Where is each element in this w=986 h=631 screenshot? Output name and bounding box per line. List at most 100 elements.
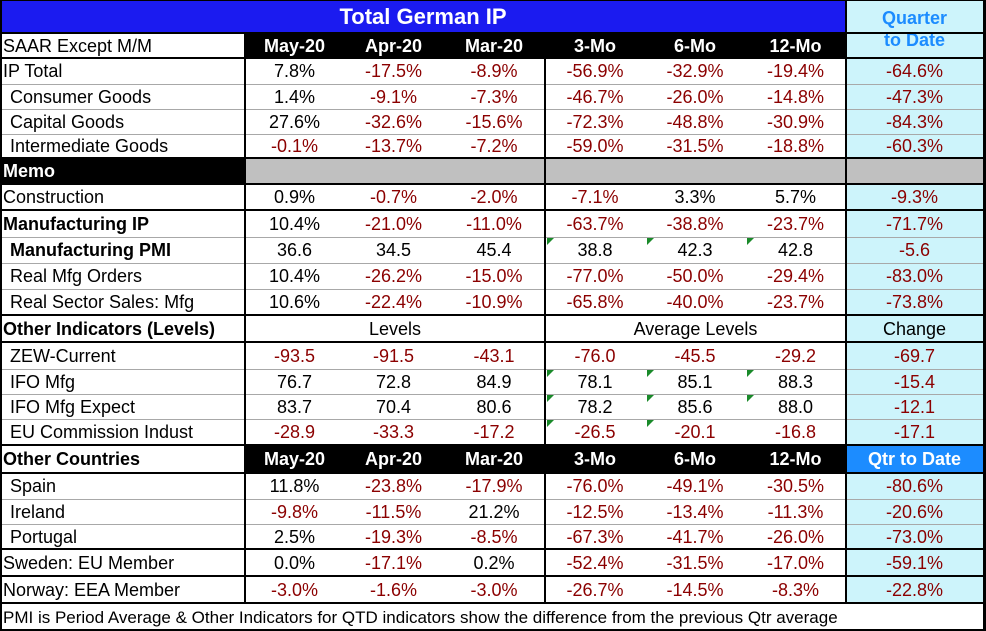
comment-marker bbox=[547, 370, 554, 377]
column-header-text: 12-Mo bbox=[769, 449, 822, 469]
row-label-text: Manufacturing PMI bbox=[10, 240, 171, 260]
value-cell-text: -71.7% bbox=[885, 213, 944, 234]
grid-line bbox=[0, 157, 986, 159]
value-cell: 76.7 bbox=[245, 369, 344, 394]
value-cell: -17.5% bbox=[344, 58, 443, 84]
value-cell-text: -63.7% bbox=[566, 213, 624, 234]
value-cell: -30.9% bbox=[745, 109, 846, 134]
row-label: IFO Mfg Expect bbox=[0, 394, 245, 419]
value-cell: -23.7% bbox=[745, 210, 846, 237]
value-cell-text: -19.3% bbox=[364, 526, 423, 547]
value-cell-text: -17.2 bbox=[473, 422, 515, 442]
value-cell: 36.6 bbox=[245, 237, 344, 263]
row-label: Real Sector Sales: Mfg bbox=[0, 289, 245, 315]
value-cell: -23.7% bbox=[745, 289, 846, 315]
value-cell: -30.5% bbox=[745, 473, 846, 499]
value-cell-text: 88.3 bbox=[777, 371, 814, 392]
column-header: Apr-20 bbox=[344, 33, 443, 58]
value-cell-text: 2.5% bbox=[273, 526, 316, 547]
row-label-text: IFO Mfg Expect bbox=[10, 396, 136, 417]
column-header: Apr-20 bbox=[344, 445, 443, 473]
value-cell-text: -21.0% bbox=[364, 213, 423, 234]
value-cell-text: -67.3% bbox=[566, 526, 624, 547]
value-cell-text: -17.9% bbox=[465, 476, 523, 496]
value-cell-text: -30.9% bbox=[766, 111, 825, 132]
value-cell-text: 85.1 bbox=[677, 371, 713, 392]
value-cell: 83.7 bbox=[245, 394, 344, 419]
row-separator bbox=[0, 237, 983, 238]
value-cell: -13.4% bbox=[645, 499, 745, 524]
value-cell: -17.1 bbox=[846, 419, 983, 445]
value-cell-text: -7.2% bbox=[470, 136, 518, 156]
value-cell: -8.5% bbox=[443, 524, 545, 549]
value-cell: -29.2 bbox=[745, 342, 846, 369]
value-cell-text: -15.0% bbox=[465, 266, 523, 286]
value-cell: -43.1 bbox=[443, 342, 545, 369]
value-cell-text: 42.3 bbox=[677, 240, 713, 260]
value-cell: 34.5 bbox=[344, 237, 443, 263]
qtr-to-date-label-text: Qtr to Date bbox=[867, 449, 961, 469]
comment-marker bbox=[647, 420, 654, 427]
value-cell: -5.6 bbox=[846, 237, 983, 263]
grid-line bbox=[244, 33, 246, 603]
row-separator bbox=[0, 84, 983, 85]
row-label-text: Spain bbox=[10, 476, 57, 496]
row-label: Portugal bbox=[0, 524, 245, 549]
value-cell: -63.7% bbox=[545, 210, 645, 237]
value-cell-text: -80.6% bbox=[885, 476, 944, 496]
value-cell: -22.4% bbox=[344, 289, 443, 315]
value-cell: -9.1% bbox=[344, 84, 443, 109]
value-cell: -13.7% bbox=[344, 134, 443, 158]
memo-fill bbox=[245, 158, 983, 184]
value-cell-text: -28.9 bbox=[273, 422, 316, 442]
value-cell: -46.7% bbox=[545, 84, 645, 109]
value-cell-text: -41.7% bbox=[666, 526, 724, 547]
value-cell: -7.2% bbox=[443, 134, 545, 158]
row-label: Norway: EEA Member bbox=[0, 576, 245, 603]
memo-label-text: Memo bbox=[3, 161, 56, 181]
value-cell-text: -13.4% bbox=[666, 501, 724, 522]
value-cell-text: 85.6 bbox=[677, 396, 713, 417]
value-cell-text: -26.2% bbox=[364, 266, 423, 286]
value-cell-text: -59.1% bbox=[885, 552, 944, 573]
value-cell-text: 10.4% bbox=[268, 213, 321, 234]
row-label-text: ZEW-Current bbox=[10, 345, 116, 366]
value-cell-text: -73.8% bbox=[885, 292, 944, 312]
column-header: 12-Mo bbox=[745, 445, 846, 473]
value-cell-text: 36.6 bbox=[276, 240, 313, 260]
value-cell: -19.4% bbox=[745, 58, 846, 84]
value-cell: -26.7% bbox=[545, 576, 645, 603]
value-cell: 88.0 bbox=[745, 394, 846, 419]
row-separator bbox=[0, 524, 983, 525]
value-cell-text: -13.7% bbox=[364, 136, 423, 156]
row-label-text: IFO Mfg bbox=[10, 371, 76, 392]
value-cell: -23.8% bbox=[344, 473, 443, 499]
value-cell-text: -49.1% bbox=[666, 476, 724, 496]
value-cell-text: -69.7 bbox=[893, 345, 936, 366]
value-cell: 27.6% bbox=[245, 109, 344, 134]
row-label: Manufacturing PMI bbox=[0, 237, 245, 263]
comment-marker bbox=[747, 370, 754, 377]
row-label: Real Mfg Orders bbox=[0, 263, 245, 289]
row-label-text: Sweden: EU Member bbox=[3, 552, 175, 573]
row-label-text: Construction bbox=[3, 187, 105, 207]
value-cell-text: 3.3% bbox=[674, 187, 716, 207]
value-cell-text: -83.0% bbox=[885, 266, 944, 286]
column-header: Mar-20 bbox=[443, 33, 545, 58]
row-separator bbox=[0, 419, 983, 420]
table-title-text: Total German IP bbox=[339, 3, 507, 29]
row-label-text: Intermediate Goods bbox=[10, 136, 169, 156]
value-cell-text: 78.1 bbox=[577, 371, 613, 392]
row-label: Capital Goods bbox=[0, 109, 245, 134]
value-cell: 0.9% bbox=[245, 184, 344, 210]
value-cell-text: -8.3% bbox=[771, 579, 820, 600]
value-cell: -1.6% bbox=[344, 576, 443, 603]
table-title: Total German IP bbox=[0, 0, 846, 33]
value-cell-text: -11.5% bbox=[365, 501, 422, 522]
value-cell-text: -32.9% bbox=[666, 61, 724, 81]
value-cell-text: -16.8 bbox=[774, 422, 817, 442]
value-cell: -41.7% bbox=[645, 524, 745, 549]
value-cell: -80.6% bbox=[846, 473, 983, 499]
value-cell-text: -26.5 bbox=[574, 422, 616, 442]
value-cell: -76.0% bbox=[545, 473, 645, 499]
